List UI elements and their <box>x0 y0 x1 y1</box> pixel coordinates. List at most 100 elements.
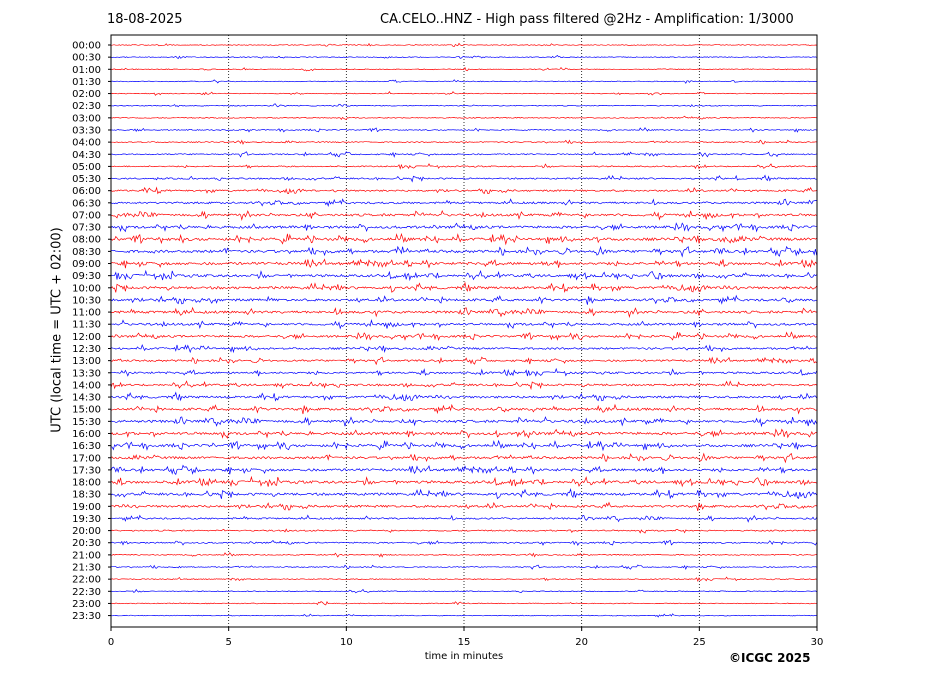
trace-2230 <box>110 588 817 594</box>
trace-0100 <box>110 66 817 72</box>
y-tick-label: 04:00 <box>72 138 101 149</box>
trace-1100 <box>110 306 817 319</box>
trace-0130 <box>110 79 817 84</box>
y-tick-label: 09:00 <box>72 259 101 270</box>
trace-1600 <box>110 428 817 439</box>
y-tick-label: 21:00 <box>72 550 101 561</box>
y-tick-label: 18:30 <box>72 490 101 501</box>
trace-1830 <box>110 487 817 500</box>
y-tick-label: 07:30 <box>72 223 101 234</box>
trace-0230 <box>110 103 817 108</box>
trace-2000 <box>110 528 817 534</box>
y-tick-label: 12:30 <box>72 344 101 355</box>
y-tick-label: 13:00 <box>72 356 101 367</box>
y-tick-label: 06:30 <box>72 198 101 209</box>
trace-1900 <box>110 501 817 511</box>
trace-0500 <box>110 163 817 170</box>
trace-1930 <box>110 514 817 523</box>
trace-1230 <box>110 343 817 354</box>
trace-0900 <box>110 258 817 269</box>
trace-0530 <box>110 174 817 183</box>
y-tick-label: 19:30 <box>72 514 101 525</box>
trace-1530 <box>110 416 817 428</box>
plot-frame <box>110 34 818 628</box>
y-tick-label: 15:30 <box>72 417 101 428</box>
y-tick-labels: 00:0000:3001:0001:3002:0002:3003:0003:30… <box>72 41 111 622</box>
trace-2030 <box>110 539 817 547</box>
x-tick-label: 30 <box>811 637 824 648</box>
y-tick-label: 02:00 <box>72 89 101 100</box>
x-tick-label: 25 <box>693 637 706 648</box>
trace-0330 <box>111 127 817 133</box>
chart-date: 18-08-2025 <box>107 12 183 27</box>
trace-2100 <box>110 552 817 558</box>
copyright-notice: ©ICGC 2025 <box>729 651 811 665</box>
y-tick-label: 10:30 <box>72 295 101 306</box>
trace-1130 <box>110 319 817 330</box>
gridlines <box>228 35 700 627</box>
y-tick-label: 03:30 <box>72 125 101 136</box>
trace-0430 <box>110 151 817 158</box>
x-tick-label: 5 <box>225 637 231 648</box>
trace-1330 <box>110 367 817 377</box>
y-tick-label: 06:00 <box>72 186 101 197</box>
trace-2300 <box>110 601 817 606</box>
y-tick-label: 03:00 <box>72 113 101 124</box>
x-tick-label: 10 <box>340 637 353 648</box>
trace-0600 <box>110 186 817 195</box>
y-tick-label: 21:30 <box>72 563 101 574</box>
y-tick-label: 17:30 <box>72 465 101 476</box>
y-tick-label: 02:30 <box>72 101 101 112</box>
trace-1200 <box>110 331 817 341</box>
chart-title: CA.CELO..HNZ - High pass filtered @2Hz -… <box>380 12 794 27</box>
x-tick-label: 15 <box>458 637 471 648</box>
y-tick-label: 19:00 <box>72 502 101 513</box>
trace-1700 <box>110 452 817 464</box>
trace-0300 <box>110 115 817 121</box>
y-tick-label: 20:00 <box>72 526 101 537</box>
trace-0700 <box>110 209 817 221</box>
y-tick-label: 20:30 <box>72 538 101 549</box>
y-tick-label: 11:30 <box>72 320 101 331</box>
y-tick-label: 00:00 <box>72 41 101 52</box>
y-tick-label: 05:00 <box>72 162 101 173</box>
trace-2200 <box>110 576 817 582</box>
y-tick-label: 17:00 <box>72 453 101 464</box>
y-tick-label: 01:00 <box>72 65 101 76</box>
x-tick-label: 20 <box>575 637 588 648</box>
y-tick-label: 13:30 <box>72 368 101 379</box>
trace-1630 <box>110 439 817 452</box>
trace-1400 <box>110 380 817 391</box>
y-tick-label: 00:30 <box>72 53 101 64</box>
y-tick-label: 14:30 <box>72 393 101 404</box>
trace-1300 <box>110 356 817 366</box>
trace-1000 <box>110 281 817 293</box>
y-tick-label: 23:30 <box>72 611 101 622</box>
trace-2330 <box>110 613 817 618</box>
y-tick-label: 11:00 <box>72 308 101 319</box>
y-tick-label: 14:00 <box>72 380 101 391</box>
y-tick-label: 07:00 <box>72 210 101 221</box>
y-tick-label: 10:00 <box>72 283 101 294</box>
y-tick-label: 08:30 <box>72 247 101 258</box>
y-tick-label: 16:00 <box>72 429 101 440</box>
y-tick-label: 12:00 <box>72 332 101 343</box>
trace-0000 <box>110 42 817 48</box>
y-tick-label: 04:30 <box>72 150 101 161</box>
trace-1730 <box>110 464 817 476</box>
trace-0030 <box>110 55 817 60</box>
y-tick-label: 08:00 <box>72 235 101 246</box>
trace-0830 <box>110 245 817 258</box>
trace-2130 <box>110 564 817 570</box>
trace-1800 <box>110 475 817 488</box>
trace-1430 <box>110 391 817 402</box>
y-tick-label: 01:30 <box>72 77 101 88</box>
y-tick-label: 09:30 <box>72 271 101 282</box>
trace-0730 <box>110 222 817 233</box>
y-tick-label: 22:00 <box>72 575 101 586</box>
x-tick-label: 0 <box>108 637 114 648</box>
trace-1500 <box>110 403 817 415</box>
y-tick-label: 18:00 <box>72 478 101 489</box>
trace-0200 <box>110 91 817 96</box>
